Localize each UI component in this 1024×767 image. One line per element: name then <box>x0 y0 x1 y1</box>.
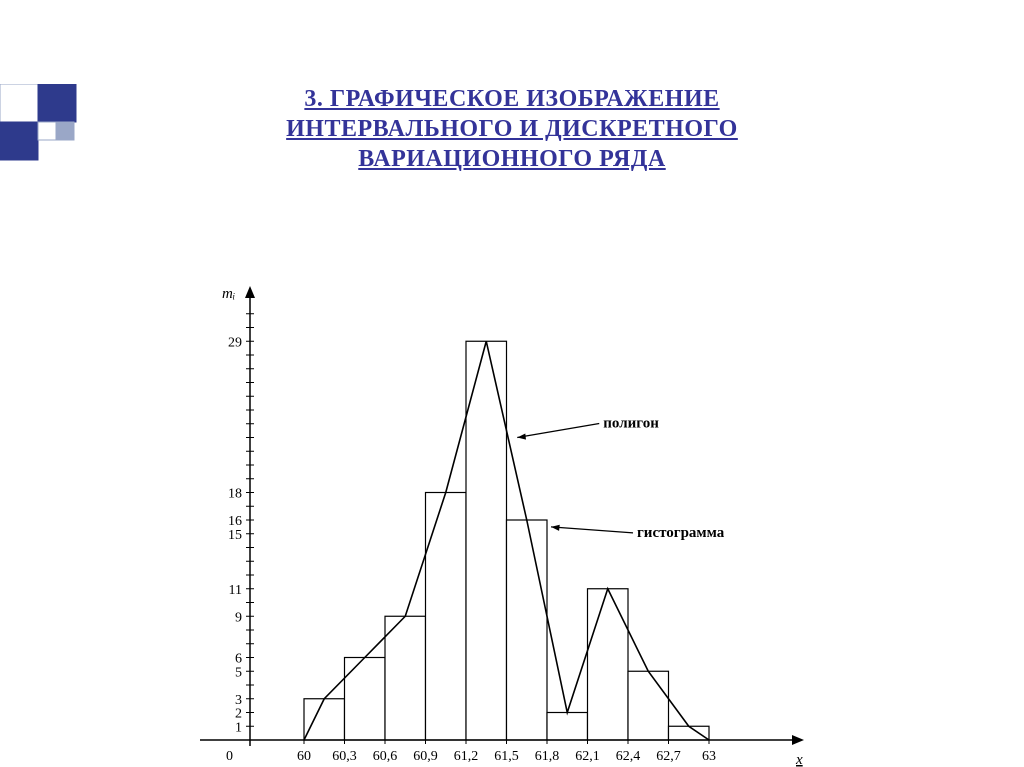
y-tick-label: 18 <box>228 487 242 502</box>
y-tick-label: 29 <box>228 335 242 350</box>
x-tick-label: 63 <box>702 749 716 764</box>
x-tick-label: 62,7 <box>656 749 681 764</box>
x-tick-label: 61,8 <box>535 749 560 764</box>
histogram-bar <box>547 713 588 741</box>
x-tick-label: 60,6 <box>373 749 398 764</box>
histogram-bar <box>628 671 669 740</box>
y-tick-label: 9 <box>235 610 242 625</box>
y-tick-label: 15 <box>228 528 242 543</box>
x-tick-label: 61,5 <box>494 749 519 764</box>
y-tick-label: 11 <box>229 583 242 598</box>
y-tick-label: 1 <box>235 720 242 735</box>
y-tick-label: 2 <box>235 707 242 722</box>
histogram-bar <box>588 589 629 740</box>
histogram-bar <box>385 616 426 740</box>
x-tick-label: 60,9 <box>413 749 438 764</box>
slide-title: 3. ГРАФИЧЕСКОЕ ИЗОБРАЖЕНИЕИНТЕРВАЛЬНОГО … <box>0 84 1024 174</box>
y-tick-label: 16 <box>228 514 242 529</box>
chart-annotation: гистограмма <box>637 525 725 541</box>
y-tick-label: 6 <box>235 652 242 667</box>
y-axis-label: mᵢ <box>222 286 235 302</box>
origin-label: 0 <box>226 749 233 764</box>
x-tick-label: 62,1 <box>575 749 600 764</box>
histogram-bar <box>304 699 345 740</box>
histogram-bar <box>345 658 386 741</box>
corner-decoration <box>0 84 120 164</box>
histogram-bar <box>669 726 710 740</box>
x-tick-label: 61,2 <box>454 749 479 764</box>
histogram-bar <box>426 493 467 741</box>
y-tick-label: 3 <box>235 693 242 708</box>
x-tick-label: 62,4 <box>616 749 641 764</box>
y-tick-label: 5 <box>235 665 242 680</box>
variation-series-chart: 123 56 9 11 1516 18 29 mᵢ 60 60,3 60,6 60,9 61,2 61,5… <box>190 280 818 767</box>
histogram-bar <box>507 520 548 740</box>
x-axis-label: x <box>795 752 803 767</box>
x-tick-label: 60,3 <box>332 749 357 764</box>
x-tick-label: 60 <box>297 749 311 764</box>
chart-annotation: полигон <box>603 416 659 432</box>
